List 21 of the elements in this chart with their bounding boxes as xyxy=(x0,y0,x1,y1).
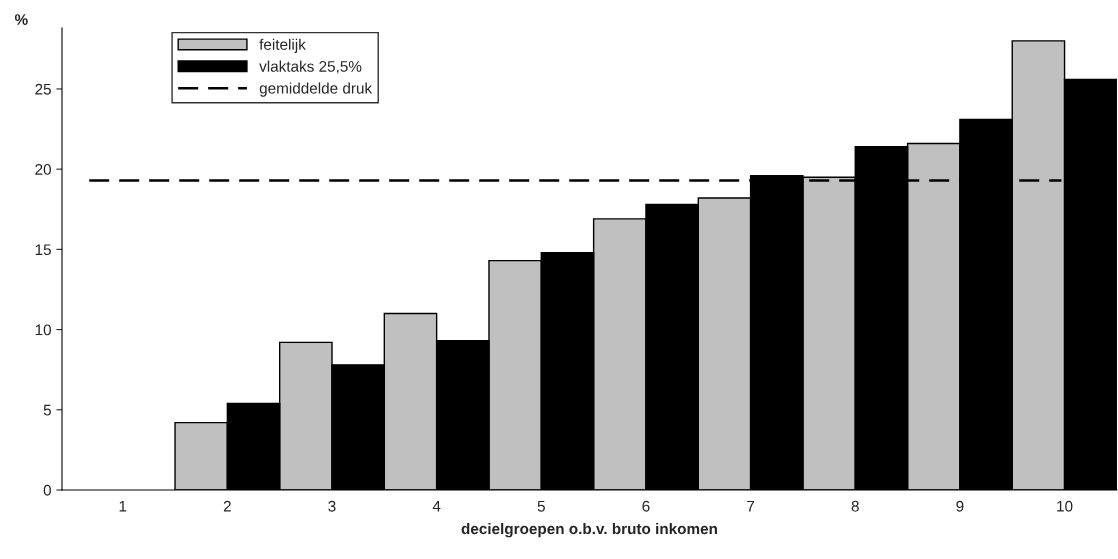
x-tick-label: 2 xyxy=(223,500,231,512)
y-tick-label: 0 xyxy=(43,484,51,496)
x-tick-label: 5 xyxy=(537,500,545,512)
x-tick-label: 8 xyxy=(851,500,859,512)
x-tick-label: 4 xyxy=(432,500,441,512)
x-tick-label: 6 xyxy=(642,500,650,512)
x-tick-label: 9 xyxy=(956,500,964,512)
y-tick-label: 10 xyxy=(35,324,51,336)
legend-label: feitelijk xyxy=(259,38,306,53)
y-tick-label: 20 xyxy=(35,164,51,175)
x-tick-label: 10 xyxy=(1057,500,1073,512)
y-tick-label: 5 xyxy=(43,404,51,416)
y-tick-label: 25 xyxy=(35,83,51,95)
x-axis-title: decielgroepen o.b.v. bruto inkomen xyxy=(461,522,717,538)
y-axis-title: % xyxy=(14,14,28,25)
x-tick-label: 1 xyxy=(119,500,127,512)
x-tick-label: 3 xyxy=(328,500,336,512)
x-tick-label: 7 xyxy=(747,500,755,512)
legend-label: vlaktaks 25,5% xyxy=(259,60,362,74)
legend-label: gemiddelde druk xyxy=(259,82,373,97)
y-tick-label: 15 xyxy=(35,244,51,256)
